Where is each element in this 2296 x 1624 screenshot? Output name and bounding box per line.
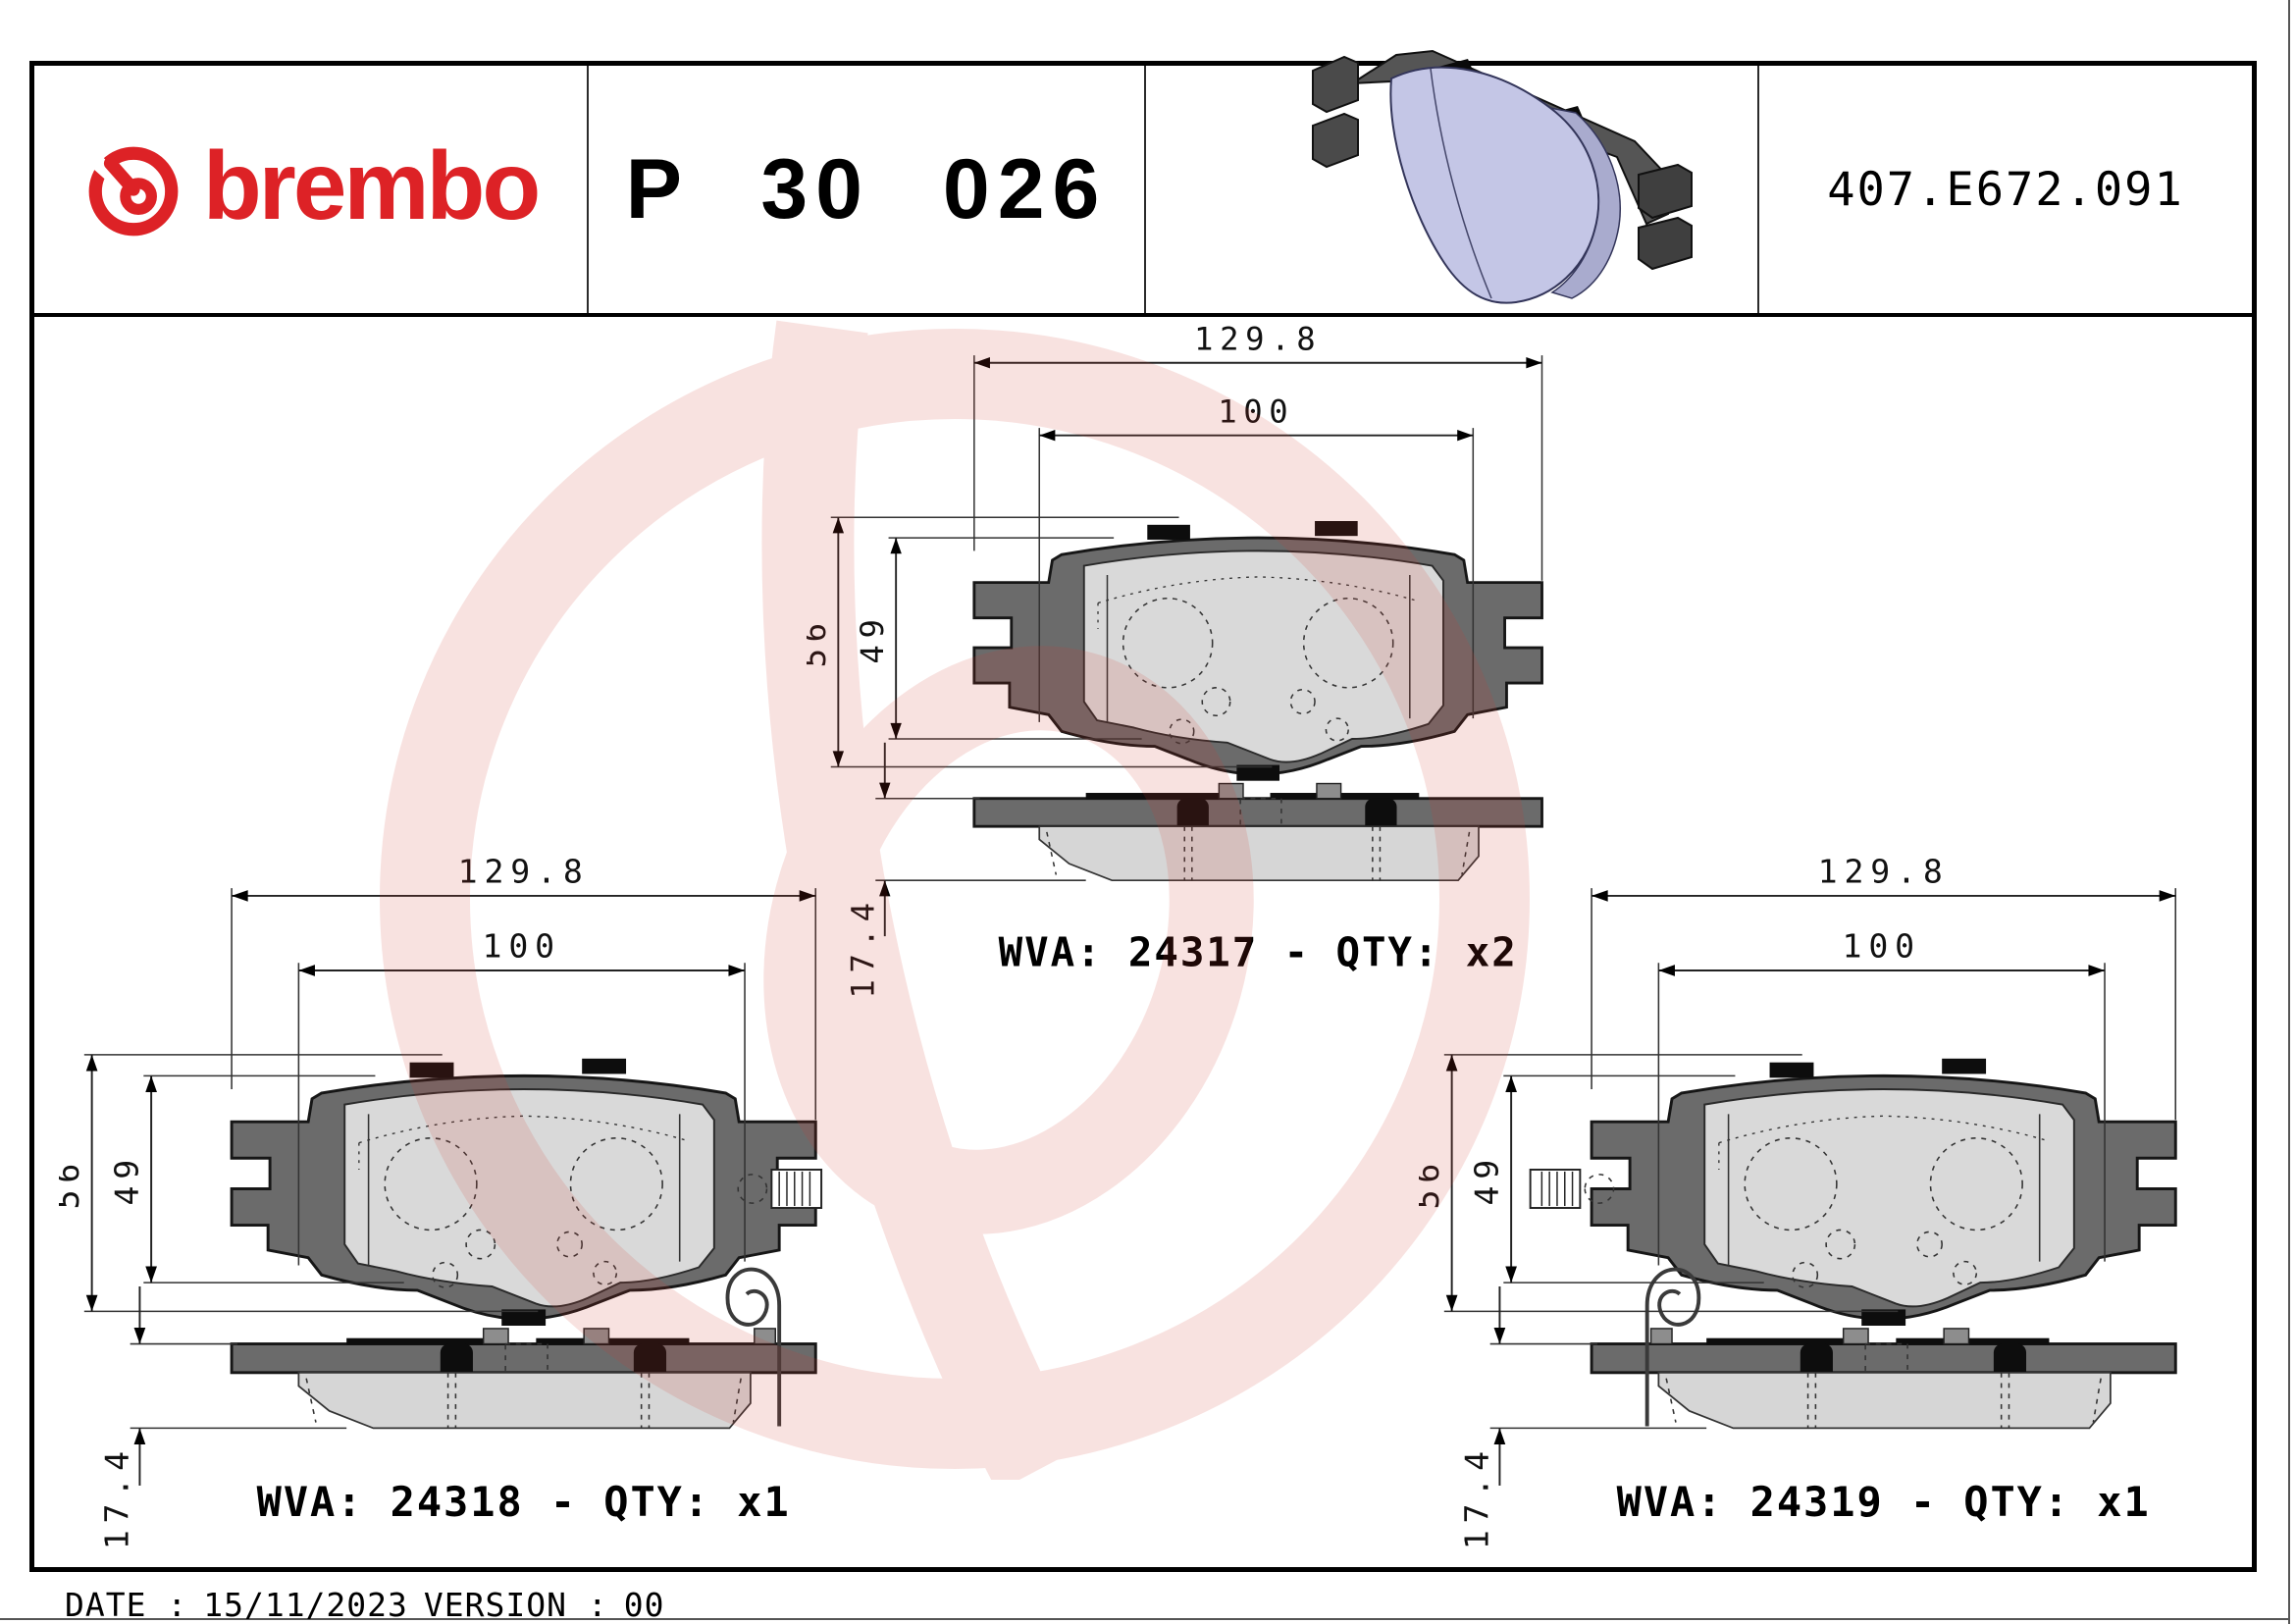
date-label: DATE :: [65, 1586, 188, 1624]
drawing-wva-24319: 129.8 100 56 49 17.4 WVA: 24319 - QTY: x…: [1419, 854, 2177, 1549]
dim-height-pad: 49: [1467, 1153, 1505, 1206]
dim-thickness: 17.4: [98, 1444, 136, 1549]
part-number-cell: P 30 026: [589, 66, 1146, 313]
brake-pad-3d-render: [1312, 49, 1693, 304]
brembo-logo: brembo: [83, 131, 541, 239]
part-number: P 30 026: [625, 141, 1108, 236]
dim-width-total: 129.8: [1194, 322, 1322, 357]
drawing-wva-24317: 129.8 100 56 49 17.4 WVA: 24317 - QTY: x…: [807, 322, 1543, 999]
brand-wordmark: brembo: [202, 131, 541, 239]
brembo-roundel-icon: [83, 146, 179, 236]
wva-label: WVA: 24318 - QTY: x1: [257, 1478, 791, 1526]
logo-cell: brembo: [34, 66, 589, 313]
drawing-wva-24318: 129.8 100 56 49 17.4 WVA: 24318 - QTY: x…: [59, 854, 823, 1549]
catalog-code: 407.E672.091: [1827, 162, 2184, 217]
dim-width-total: 129.8: [1818, 854, 1950, 890]
dim-thickness: 17.4: [844, 896, 881, 998]
wva-label: WVA: 24319 - QTY: x1: [1617, 1478, 2151, 1526]
date-value: 15/11/2023: [203, 1586, 408, 1624]
dim-width-pad: 100: [483, 926, 561, 965]
dim-height-total: 56: [807, 616, 833, 667]
version-value: 00: [623, 1586, 665, 1624]
footer-info: DATE : 15/11/2023 VERSION : 00: [65, 1586, 664, 1624]
wva-label: WVA: 24317 - QTY: x2: [999, 928, 1518, 975]
dim-height-pad: 49: [854, 612, 891, 663]
dim-width-total: 129.8: [458, 854, 590, 890]
product-image-cell: [1146, 66, 1759, 313]
dim-height-total: 56: [1419, 1157, 1446, 1210]
dim-height-total: 56: [59, 1157, 86, 1210]
drawing-sheet-frame: brembo P 30 026 407.E672.091: [29, 61, 2257, 1572]
dim-thickness: 17.4: [1458, 1444, 1496, 1549]
dim-width-pad: 100: [1843, 926, 1921, 965]
title-block: brembo P 30 026 407.E672.091: [34, 66, 2252, 317]
version-label: VERSION :: [423, 1586, 608, 1624]
catalog-code-cell: 407.E672.091: [1759, 66, 2252, 313]
dim-height-pad: 49: [107, 1153, 145, 1206]
page-edge-line: [2288, 0, 2290, 1624]
dim-width-pad: 100: [1218, 393, 1294, 430]
page-edge-line-bottom: [0, 1618, 2290, 1620]
